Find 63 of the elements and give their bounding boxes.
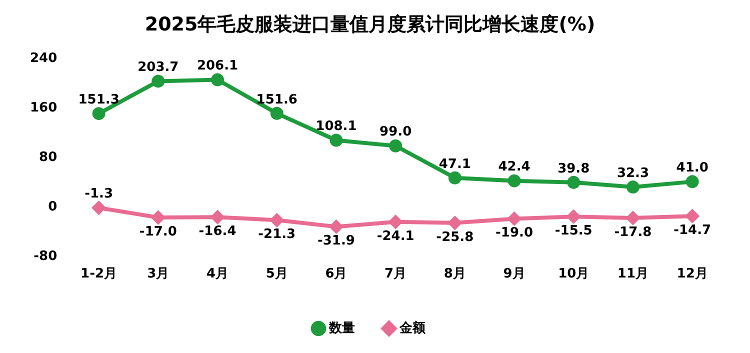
point — [626, 180, 640, 194]
point — [567, 210, 580, 224]
point — [508, 212, 521, 226]
data-label: -21.3 — [258, 227, 296, 242]
point — [508, 174, 521, 188]
data-label: 47.1 — [438, 156, 471, 172]
legend-label: 数量 — [328, 320, 355, 336]
data-label: -16.4 — [198, 224, 236, 239]
x-tick-label: 7月 — [384, 266, 407, 282]
data-label: 99.0 — [380, 124, 412, 140]
point — [567, 176, 580, 189]
data-label: -17.8 — [614, 224, 652, 240]
data-label: 151.3 — [78, 92, 120, 108]
data-label: 203.7 — [138, 60, 179, 76]
point — [270, 106, 284, 120]
point — [448, 171, 462, 184]
data-label: -19.0 — [496, 226, 534, 241]
point — [270, 214, 284, 227]
legend-label: 金额 — [398, 320, 426, 336]
y-tick-label: 160 — [30, 100, 58, 116]
x-tick-label: 9月 — [503, 266, 526, 282]
x-tick-label: 12月 — [676, 266, 708, 282]
y-tick-label: 240 — [30, 51, 58, 66]
y-tick-label: 80 — [39, 150, 58, 165]
data-label: 42.4 — [498, 160, 530, 175]
point — [686, 175, 699, 188]
x-tick-label: 3月 — [147, 266, 170, 282]
y-tick-label: -80 — [34, 248, 58, 264]
chart-title: 2025年毛皮服装进口量值月度累计同比增长速度(%) — [144, 13, 596, 36]
x-tick-label: 8月 — [444, 266, 466, 282]
point — [330, 220, 343, 234]
data-label: -1.3 — [84, 186, 114, 202]
data-label: -24.1 — [376, 228, 414, 244]
point — [626, 211, 640, 224]
x-tick-label: 10月 — [558, 266, 590, 282]
point — [92, 201, 106, 214]
data-label: 151.6 — [256, 92, 298, 108]
point — [211, 210, 224, 224]
data-label: -25.8 — [436, 230, 474, 245]
data-label: -17.0 — [139, 224, 177, 240]
data-label: -15.5 — [554, 223, 592, 238]
data-label: 108.1 — [316, 119, 357, 134]
y-tick-label: 0 — [48, 199, 58, 214]
data-label: -14.7 — [674, 222, 712, 238]
point — [686, 210, 699, 223]
x-tick-label: 11月 — [617, 266, 649, 282]
point — [152, 211, 165, 224]
x-tick-label: 4月 — [206, 266, 229, 282]
point — [330, 134, 343, 147]
x-tick-label: 5月 — [266, 266, 288, 282]
x-tick-label: 1-2月 — [80, 266, 118, 282]
data-label: -31.9 — [317, 234, 355, 249]
point — [448, 216, 462, 230]
x-tick-label: 6月 — [325, 266, 348, 282]
point — [152, 74, 165, 88]
point — [92, 107, 106, 120]
data-label: 206.1 — [196, 58, 238, 74]
data-label: 39.8 — [558, 161, 590, 176]
data-label: 41.0 — [676, 160, 708, 176]
point — [211, 73, 224, 86]
data-label: 32.3 — [616, 166, 650, 181]
point — [389, 139, 402, 152]
point — [389, 215, 402, 228]
